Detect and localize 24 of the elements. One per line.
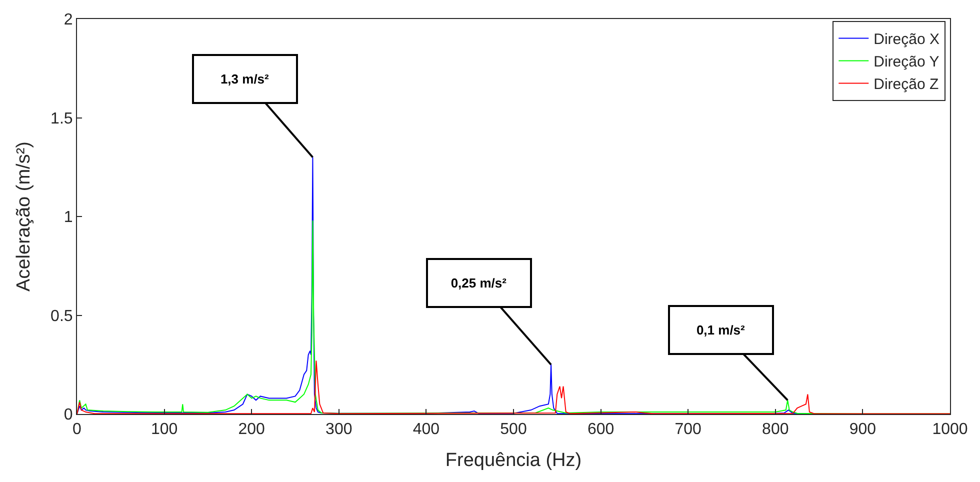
y-tick-label: 0.5: [50, 308, 73, 325]
x-tick-label: 300: [326, 421, 352, 438]
y-axis-title: Aceleração (m/s²): [13, 142, 34, 292]
x-axis-title: Frequência (Hz): [445, 450, 582, 471]
y-tick-label: 1.5: [50, 110, 73, 128]
x-tick-label: 900: [849, 421, 876, 438]
x-tick-label: 400: [412, 421, 440, 438]
legend-label: Direção Y: [874, 54, 940, 71]
annotation: 1,3 m/s²: [220, 72, 270, 86]
x-tick-label: 1000: [932, 421, 968, 438]
x-tick-label: 500: [500, 421, 527, 438]
x-tick-label: 100: [150, 421, 178, 438]
annotation: 0,1 m/s²: [696, 322, 746, 338]
y-tick-label: 2: [64, 12, 73, 29]
legend-label: Direção X: [874, 31, 940, 48]
x-tick-label: 600: [587, 421, 614, 438]
x-tick-label: 800: [762, 421, 789, 438]
legend-label: Direção Z: [874, 76, 939, 94]
x-tick-label: 200: [238, 421, 266, 438]
x-tick-label: 700: [674, 421, 702, 438]
line-series: [77, 360, 950, 414]
y-tick-label: 1: [64, 209, 73, 226]
y-tick-label: 0: [64, 406, 73, 424]
annotation: 0,25 m/s²: [450, 276, 508, 290]
